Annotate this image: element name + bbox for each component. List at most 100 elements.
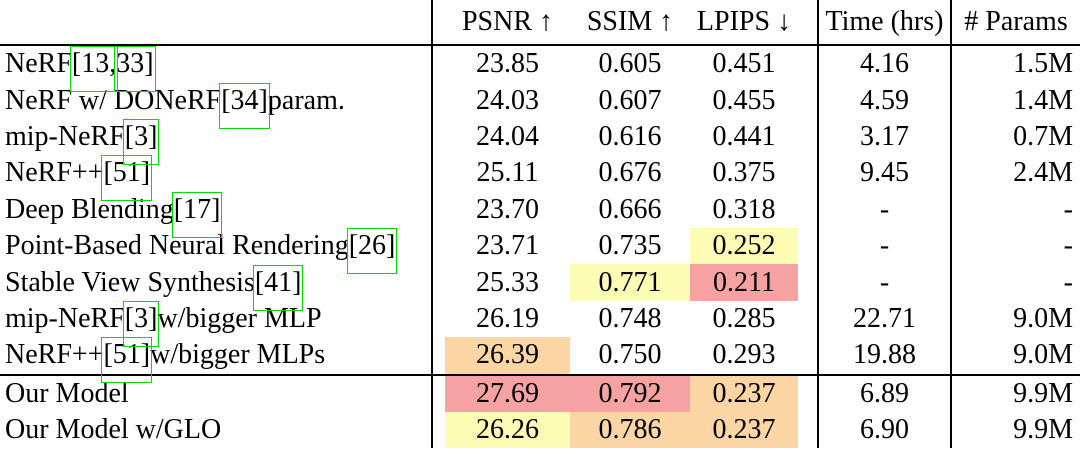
header-spacer [433, 0, 445, 44]
row-spacer [798, 155, 817, 191]
method-name-text: NeRF++ [5, 157, 104, 189]
citation-link[interactable]: 33] [114, 46, 156, 93]
method-cell: mip-NeRF [3] w/bigger MLP [0, 300, 433, 347]
citation-link[interactable]: [3] [122, 118, 160, 165]
row-spacer [798, 119, 817, 155]
method-cell: NeRF [13, 33] [0, 46, 433, 93]
ssim-cell: 0.771 [570, 264, 690, 301]
citation-link[interactable]: [41] [252, 264, 304, 311]
method-cell: NeRF++ [51] w/bigger MLPs [0, 337, 433, 384]
citation-link[interactable]: [3] [122, 300, 160, 347]
col-header-params: # Params [950, 0, 1080, 44]
method-name-text: mip-NeRF [5, 302, 125, 334]
time-cell: - [817, 191, 950, 228]
table-row: Deep Blending [17] 23.70 0.666 0.318 - - [0, 191, 1080, 238]
params-cell: 9.0M [950, 300, 1080, 338]
psnr-cell: 24.04 [476, 120, 539, 152]
params-cell: 0.7M [950, 118, 1080, 156]
psnr-cell: 25.11 [476, 157, 539, 189]
ssim-cell: 0.666 [598, 193, 662, 225]
time-cell: - [817, 264, 950, 301]
row-spacer [798, 82, 817, 118]
citation-link[interactable]: [51] [101, 155, 152, 202]
col-header-lpips: LPIPS ↓ [696, 6, 792, 37]
method-name-text: NeRF w/ DONeRF [5, 84, 222, 116]
row-spacer [433, 228, 445, 264]
table-row: NeRF++ [51] w/bigger MLPs 26.39 0.750 0.293… [0, 337, 1080, 384]
lpips-cell: 0.237 [690, 411, 798, 449]
method-name-text: Point-Based Neural Rendering [5, 230, 349, 262]
table-row: Stable View Synthesis [41] 25.33 0.771 0.21… [0, 264, 1080, 311]
table-row: NeRF w/ DONeRF [34] param. 24.03 0.607 0.45… [0, 82, 1080, 129]
citation-link[interactable]: [17] [171, 191, 223, 238]
time-cell: 4.59 [817, 82, 950, 119]
method-column-header [0, 0, 433, 44]
ssim-cell: 0.735 [598, 230, 662, 262]
row-spacer [798, 412, 817, 448]
lpips-cell: 0.237 [690, 375, 798, 412]
citation-link[interactable]: [26] [346, 228, 398, 275]
time-cell: 19.88 [817, 337, 950, 374]
row-spacer [433, 376, 445, 412]
params-cell: 1.4M [950, 82, 1080, 119]
params-cell: 2.4M [950, 155, 1080, 192]
method-cell: mip-NeRF [3] [0, 118, 433, 165]
params-cell: 1.5M [950, 46, 1080, 83]
row-spacer [798, 46, 817, 82]
psnr-cell: 24.03 [476, 84, 539, 116]
row-spacer [433, 412, 445, 448]
psnr-cell: 26.26 [445, 411, 570, 449]
ssim-cell: 0.676 [598, 157, 662, 189]
method-name-text: param. [267, 84, 345, 116]
table-header-row: PSNR ↑ SSIM ↑ LPIPS ↓ Time (hrs) # Param… [0, 0, 1080, 46]
lpips-cell: 0.451 [712, 48, 776, 80]
method-cell: Point-Based Neural Rendering [26] [0, 227, 433, 275]
time-cell: - [817, 227, 950, 265]
psnr-cell: 23.70 [476, 193, 539, 225]
psnr-cell: 23.85 [476, 48, 539, 80]
citation-link[interactable]: [51] [101, 337, 152, 384]
params-cell: - [950, 227, 1080, 265]
lpips-cell: 0.318 [712, 193, 776, 225]
time-cell: 6.90 [817, 411, 950, 449]
time-cell: 22.71 [817, 300, 950, 338]
method-cell: Stable View Synthesis [41] [0, 264, 433, 311]
citation-link[interactable]: [34] [219, 82, 270, 129]
citation-link[interactable]: [13, [69, 46, 119, 93]
row-spacer [798, 301, 817, 337]
ssim-cell: 0.750 [598, 339, 662, 371]
method-cell: Deep Blending [17] [0, 191, 433, 238]
ssim-cell: 0.607 [598, 84, 662, 116]
row-spacer [433, 264, 445, 300]
params-cell: 9.0M [950, 337, 1080, 374]
method-name-text: Our Model w/GLO [5, 414, 222, 446]
psnr-cell: 26.19 [476, 302, 539, 334]
method-cell: Our Model w/GLO [0, 411, 433, 449]
lpips-cell: 0.441 [712, 120, 776, 152]
ssim-cell: 0.748 [598, 302, 662, 334]
header-spacer [798, 0, 817, 44]
params-cell: - [950, 264, 1080, 301]
table-body: NeRF [13, 33] 23.85 0.605 0.451 4.16 1.5M NeRF… [0, 46, 1080, 449]
row-spacer [798, 337, 817, 373]
method-name-text: Deep Blending [5, 193, 174, 225]
time-cell: 3.17 [817, 118, 950, 156]
lpips-cell: 0.375 [712, 157, 776, 189]
table-row: NeRF++ [51] 25.11 0.676 0.375 9.45 2.4M [0, 155, 1080, 202]
lpips-cell: 0.211 [690, 264, 798, 301]
method-cell: Our Model [0, 375, 433, 412]
row-spacer [433, 155, 445, 191]
psnr-cell: 26.39 [445, 337, 570, 374]
table-row: Our Model w/GLO 26.26 0.786 0.237 6.90 9.9M [0, 411, 1080, 449]
method-name-text: Our Model [5, 377, 129, 409]
time-cell: 9.45 [817, 155, 950, 192]
col-header-ssim: SSIM ↑ [586, 6, 674, 37]
psnr-cell: 23.71 [476, 230, 539, 262]
row-spacer [433, 301, 445, 337]
table-row: mip-NeRF [3] 24.04 0.616 0.441 3.17 0.7M [0, 118, 1080, 165]
params-cell: 9.9M [950, 411, 1080, 449]
row-spacer [798, 264, 817, 300]
table-row: Our Model 27.69 0.792 0.237 6.89 9.9M [0, 373, 1080, 412]
